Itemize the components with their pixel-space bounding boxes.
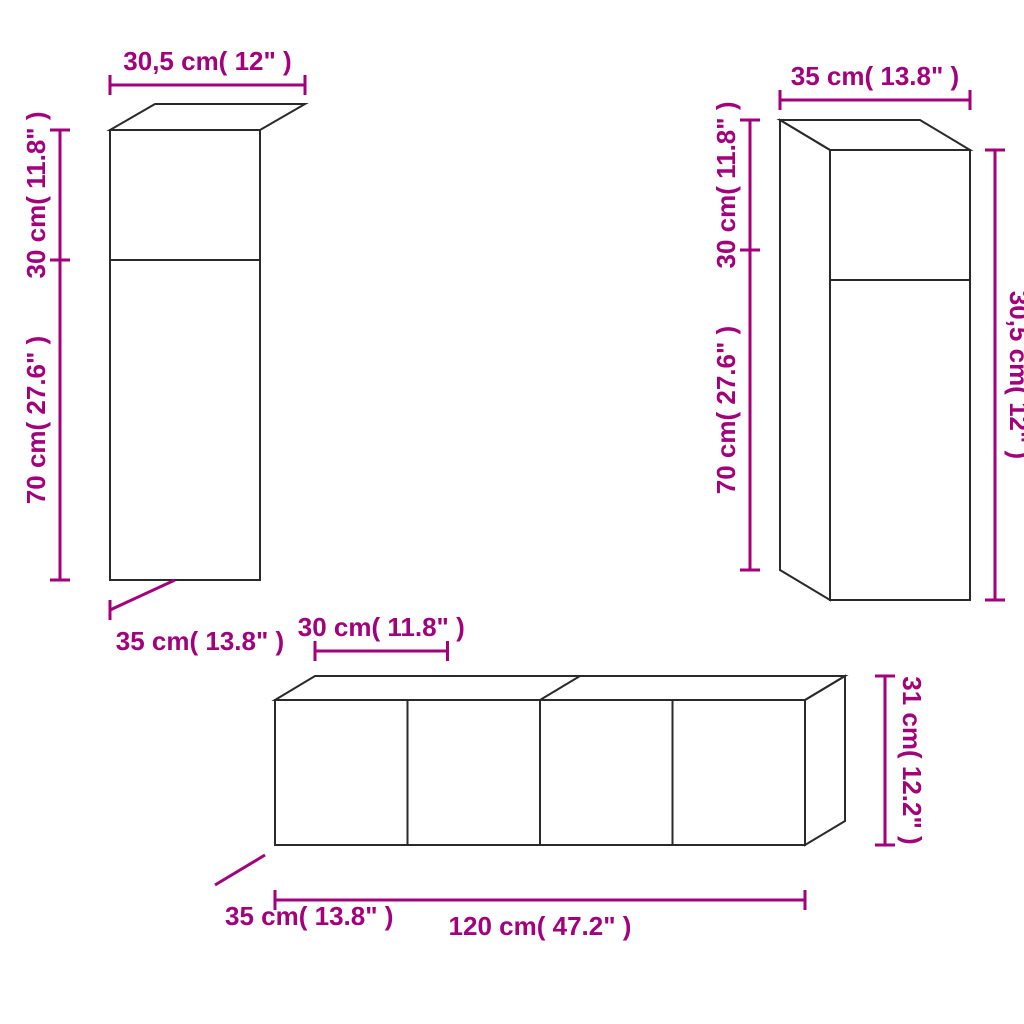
right-cabinet-lower bbox=[830, 280, 970, 600]
dim-bottom-depth-label: 35 cm( 13.8" ) bbox=[225, 901, 393, 931]
dim-left-width-label: 30,5 cm( 12" ) bbox=[123, 46, 291, 76]
dim-bottom-full-label: 120 cm( 47.2" ) bbox=[449, 911, 632, 941]
dim-left-h-bot-label: 70 cm( 27.6" ) bbox=[21, 336, 51, 504]
dim-left-depth bbox=[110, 580, 175, 610]
dim-left-h-top-label: 30 cm( 11.8" ) bbox=[21, 112, 51, 279]
dim-right-depth-label: 30,5 cm( 12" ) bbox=[1004, 291, 1024, 459]
dim-right-h-top-label: 30 cm( 11.8" ) bbox=[711, 102, 741, 269]
dim-right-h-bot-label: 70 cm( 27.6" ) bbox=[711, 326, 741, 494]
right-cabinet-upper bbox=[830, 150, 970, 280]
right-cabinet-top bbox=[780, 120, 970, 150]
dim-bottom-height-label: 31 cm( 12.2" ) bbox=[897, 676, 927, 844]
dim-left-depth-label: 35 cm( 13.8" ) bbox=[116, 626, 284, 656]
dim-bottom-quarter-label: 30 cm( 11.8" ) bbox=[298, 612, 465, 642]
dim-bottom-depth bbox=[215, 855, 265, 885]
dim-right-width-label: 35 cm( 13.8" ) bbox=[791, 61, 959, 91]
